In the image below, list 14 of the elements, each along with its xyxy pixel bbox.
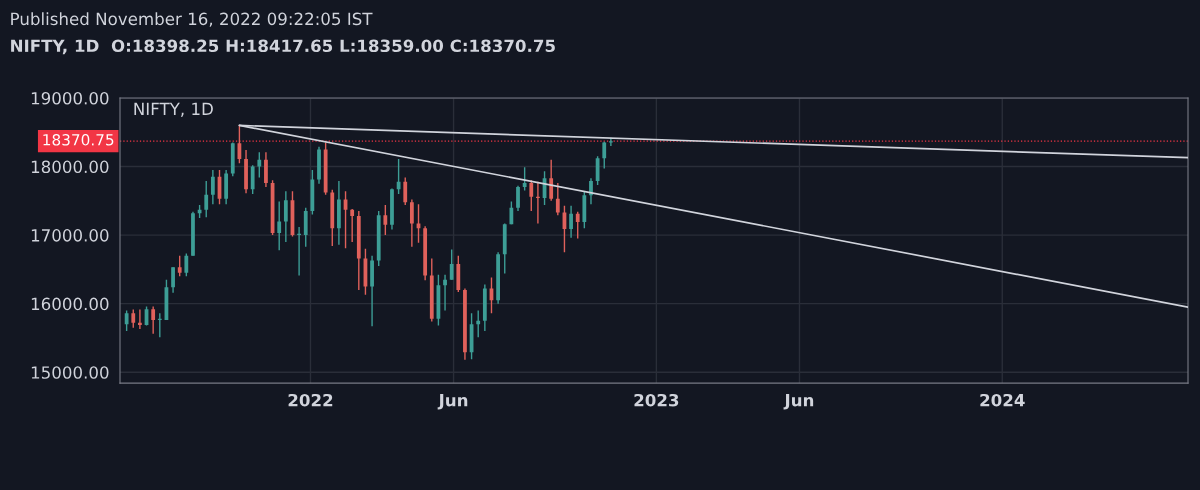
ref-line-label: 18370.75	[43, 134, 114, 146]
y-tick-label: 19000.00	[31, 91, 109, 105]
x-tick-label: Jun	[783, 394, 814, 410]
y-tick-label: 17000.00	[31, 229, 109, 242]
chart-subtitle: NIFTY, 1D O:18398.25 H:18417.65 L:18359.00 C:18370.75	[11, 39, 555, 55]
chart-title: Published November 16, 2022 09:22:05 IST	[11, 12, 373, 27]
x-tick-label: 2022	[288, 393, 333, 407]
annotation: NIFTY, 1D	[134, 102, 213, 117]
y-tick-label: 16000.00	[31, 297, 109, 311]
y-tick-label: 18000.00	[31, 160, 109, 174]
x-tick-label: 2023	[634, 393, 679, 407]
y-tick-label: 15000.00	[31, 366, 109, 379]
x-tick-label: 2024	[980, 393, 1025, 407]
x-tick-label: Jun	[437, 394, 468, 410]
